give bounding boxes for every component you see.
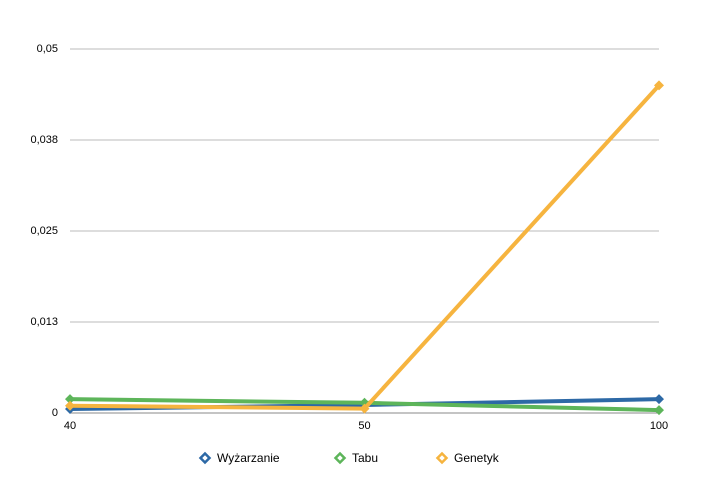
legend: Wyżarzanie Tabu Genetyk (198, 451, 500, 465)
legend-marker (333, 451, 347, 465)
legend-label: Tabu (352, 451, 378, 465)
point-marker (654, 80, 664, 91)
y-tick-label: 0,038 (30, 134, 58, 146)
legend-label: Wyżarzanie (217, 451, 280, 465)
legend-marker (435, 451, 449, 465)
y-tick-label: 0,013 (30, 316, 58, 328)
y-tick-label: 0 (52, 407, 58, 419)
y-tick-label: 0,05 (37, 43, 58, 55)
x-tick-label: 100 (650, 420, 668, 432)
point-marker (654, 405, 664, 416)
point-marker (654, 394, 664, 405)
point-marker (359, 403, 370, 414)
point-marker (65, 394, 75, 405)
x-tick-label: 50 (358, 420, 370, 432)
point-marker (65, 400, 75, 411)
legend-marker (198, 451, 212, 465)
series-line (69, 84, 661, 411)
legend-label: Genetyk (454, 451, 500, 465)
y-tick-label: 0,025 (30, 225, 58, 237)
x-tick-label: 40 (64, 420, 76, 432)
